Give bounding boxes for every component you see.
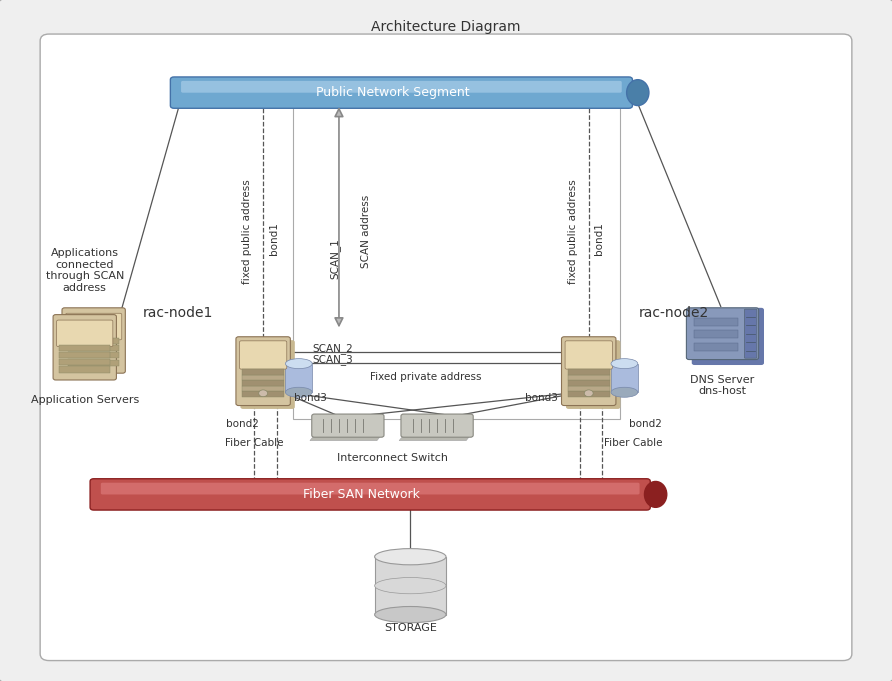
Circle shape (259, 390, 268, 396)
Bar (242, 380, 284, 385)
FancyBboxPatch shape (692, 308, 764, 365)
Bar (59, 359, 111, 365)
FancyBboxPatch shape (687, 308, 758, 360)
Bar (242, 375, 284, 380)
FancyBboxPatch shape (40, 34, 852, 661)
Text: Interconnect Switch: Interconnect Switch (337, 453, 448, 463)
Text: bond2: bond2 (629, 419, 662, 429)
Text: bond1: bond1 (268, 222, 279, 255)
Bar (568, 380, 610, 385)
Text: Fiber Cable: Fiber Cable (225, 438, 284, 447)
Ellipse shape (627, 80, 649, 106)
Bar (59, 366, 111, 373)
Ellipse shape (375, 607, 446, 622)
Bar (68, 352, 120, 358)
FancyBboxPatch shape (57, 320, 112, 347)
Text: Applications
connected
through SCAN
address: Applications connected through SCAN addr… (45, 248, 124, 293)
Bar (293, 106, 620, 419)
FancyBboxPatch shape (401, 414, 473, 437)
Text: SCAN_2: SCAN_2 (312, 343, 353, 354)
FancyBboxPatch shape (239, 341, 286, 369)
Bar (568, 375, 610, 380)
Ellipse shape (285, 359, 312, 368)
Ellipse shape (644, 481, 666, 507)
Text: Architecture Diagram: Architecture Diagram (371, 20, 521, 34)
Text: DNS Server
dns-host: DNS Server dns-host (690, 375, 755, 396)
Text: SCAN address: SCAN address (360, 195, 371, 268)
FancyBboxPatch shape (312, 414, 384, 437)
Bar (568, 385, 610, 391)
Text: Public Network Segment: Public Network Segment (316, 86, 469, 99)
Text: STORAGE: STORAGE (384, 623, 437, 633)
Ellipse shape (611, 359, 638, 368)
Text: Fiber SAN Network: Fiber SAN Network (302, 488, 420, 501)
FancyBboxPatch shape (235, 336, 290, 405)
Ellipse shape (611, 387, 638, 397)
Ellipse shape (285, 387, 312, 397)
FancyBboxPatch shape (566, 340, 621, 409)
FancyBboxPatch shape (240, 340, 294, 409)
Text: fixed public address: fixed public address (242, 179, 252, 284)
Bar (68, 338, 120, 344)
Text: bond3: bond3 (524, 394, 558, 403)
Bar (694, 330, 739, 338)
Text: Fixed private address: Fixed private address (370, 372, 482, 381)
Text: fixed public address: fixed public address (567, 179, 578, 284)
FancyBboxPatch shape (744, 309, 756, 358)
Text: rac-node2: rac-node2 (639, 306, 708, 320)
Polygon shape (310, 435, 382, 441)
FancyBboxPatch shape (170, 77, 632, 108)
FancyBboxPatch shape (54, 315, 116, 380)
Text: Application Servers: Application Servers (30, 395, 139, 405)
Bar (568, 369, 610, 375)
Bar (59, 352, 111, 358)
Bar (568, 391, 610, 396)
Bar (375, 557, 446, 614)
Text: Fiber Cable: Fiber Cable (604, 438, 663, 447)
Bar (694, 318, 739, 326)
Text: rac-node1: rac-node1 (144, 306, 213, 320)
Text: bond2: bond2 (226, 419, 259, 429)
Ellipse shape (375, 549, 446, 565)
FancyBboxPatch shape (62, 308, 125, 373)
Bar (285, 364, 312, 392)
FancyBboxPatch shape (562, 336, 616, 405)
Text: SCAN_3: SCAN_3 (312, 354, 353, 365)
Bar (68, 345, 120, 351)
Bar (68, 360, 120, 366)
FancyBboxPatch shape (566, 341, 613, 369)
Bar (694, 343, 739, 351)
Bar (242, 391, 284, 396)
Bar (242, 385, 284, 391)
Polygon shape (400, 435, 471, 441)
Text: bond3: bond3 (294, 394, 327, 403)
Text: SCAN_1: SCAN_1 (329, 238, 340, 279)
Text: bond1: bond1 (594, 222, 605, 255)
Bar (242, 369, 284, 375)
FancyBboxPatch shape (101, 483, 640, 494)
Circle shape (584, 390, 593, 396)
FancyBboxPatch shape (66, 313, 121, 340)
Bar (59, 345, 111, 351)
FancyBboxPatch shape (90, 479, 650, 510)
FancyBboxPatch shape (181, 81, 622, 93)
Ellipse shape (375, 577, 446, 594)
Bar (611, 364, 638, 392)
